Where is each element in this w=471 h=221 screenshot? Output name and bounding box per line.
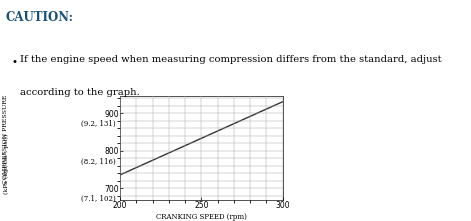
Text: (8.2, 116): (8.2, 116): [81, 157, 116, 166]
Text: (kPa (kgf/cm², psi)): (kPa (kgf/cm², psi)): [3, 133, 8, 194]
Text: •: •: [12, 57, 18, 67]
Text: COMPRESSION PRESSURE: COMPRESSION PRESSURE: [3, 95, 8, 184]
Text: (9.2, 131): (9.2, 131): [81, 120, 116, 128]
Text: according to the graph.: according to the graph.: [20, 88, 139, 97]
Text: If the engine speed when measuring compression differs from the standard, adjust: If the engine speed when measuring compr…: [20, 55, 441, 64]
Text: CAUTION:: CAUTION:: [6, 11, 73, 24]
X-axis label: CRANKING SPEED (rpm): CRANKING SPEED (rpm): [156, 213, 247, 221]
Text: (7.1, 102): (7.1, 102): [81, 195, 116, 203]
